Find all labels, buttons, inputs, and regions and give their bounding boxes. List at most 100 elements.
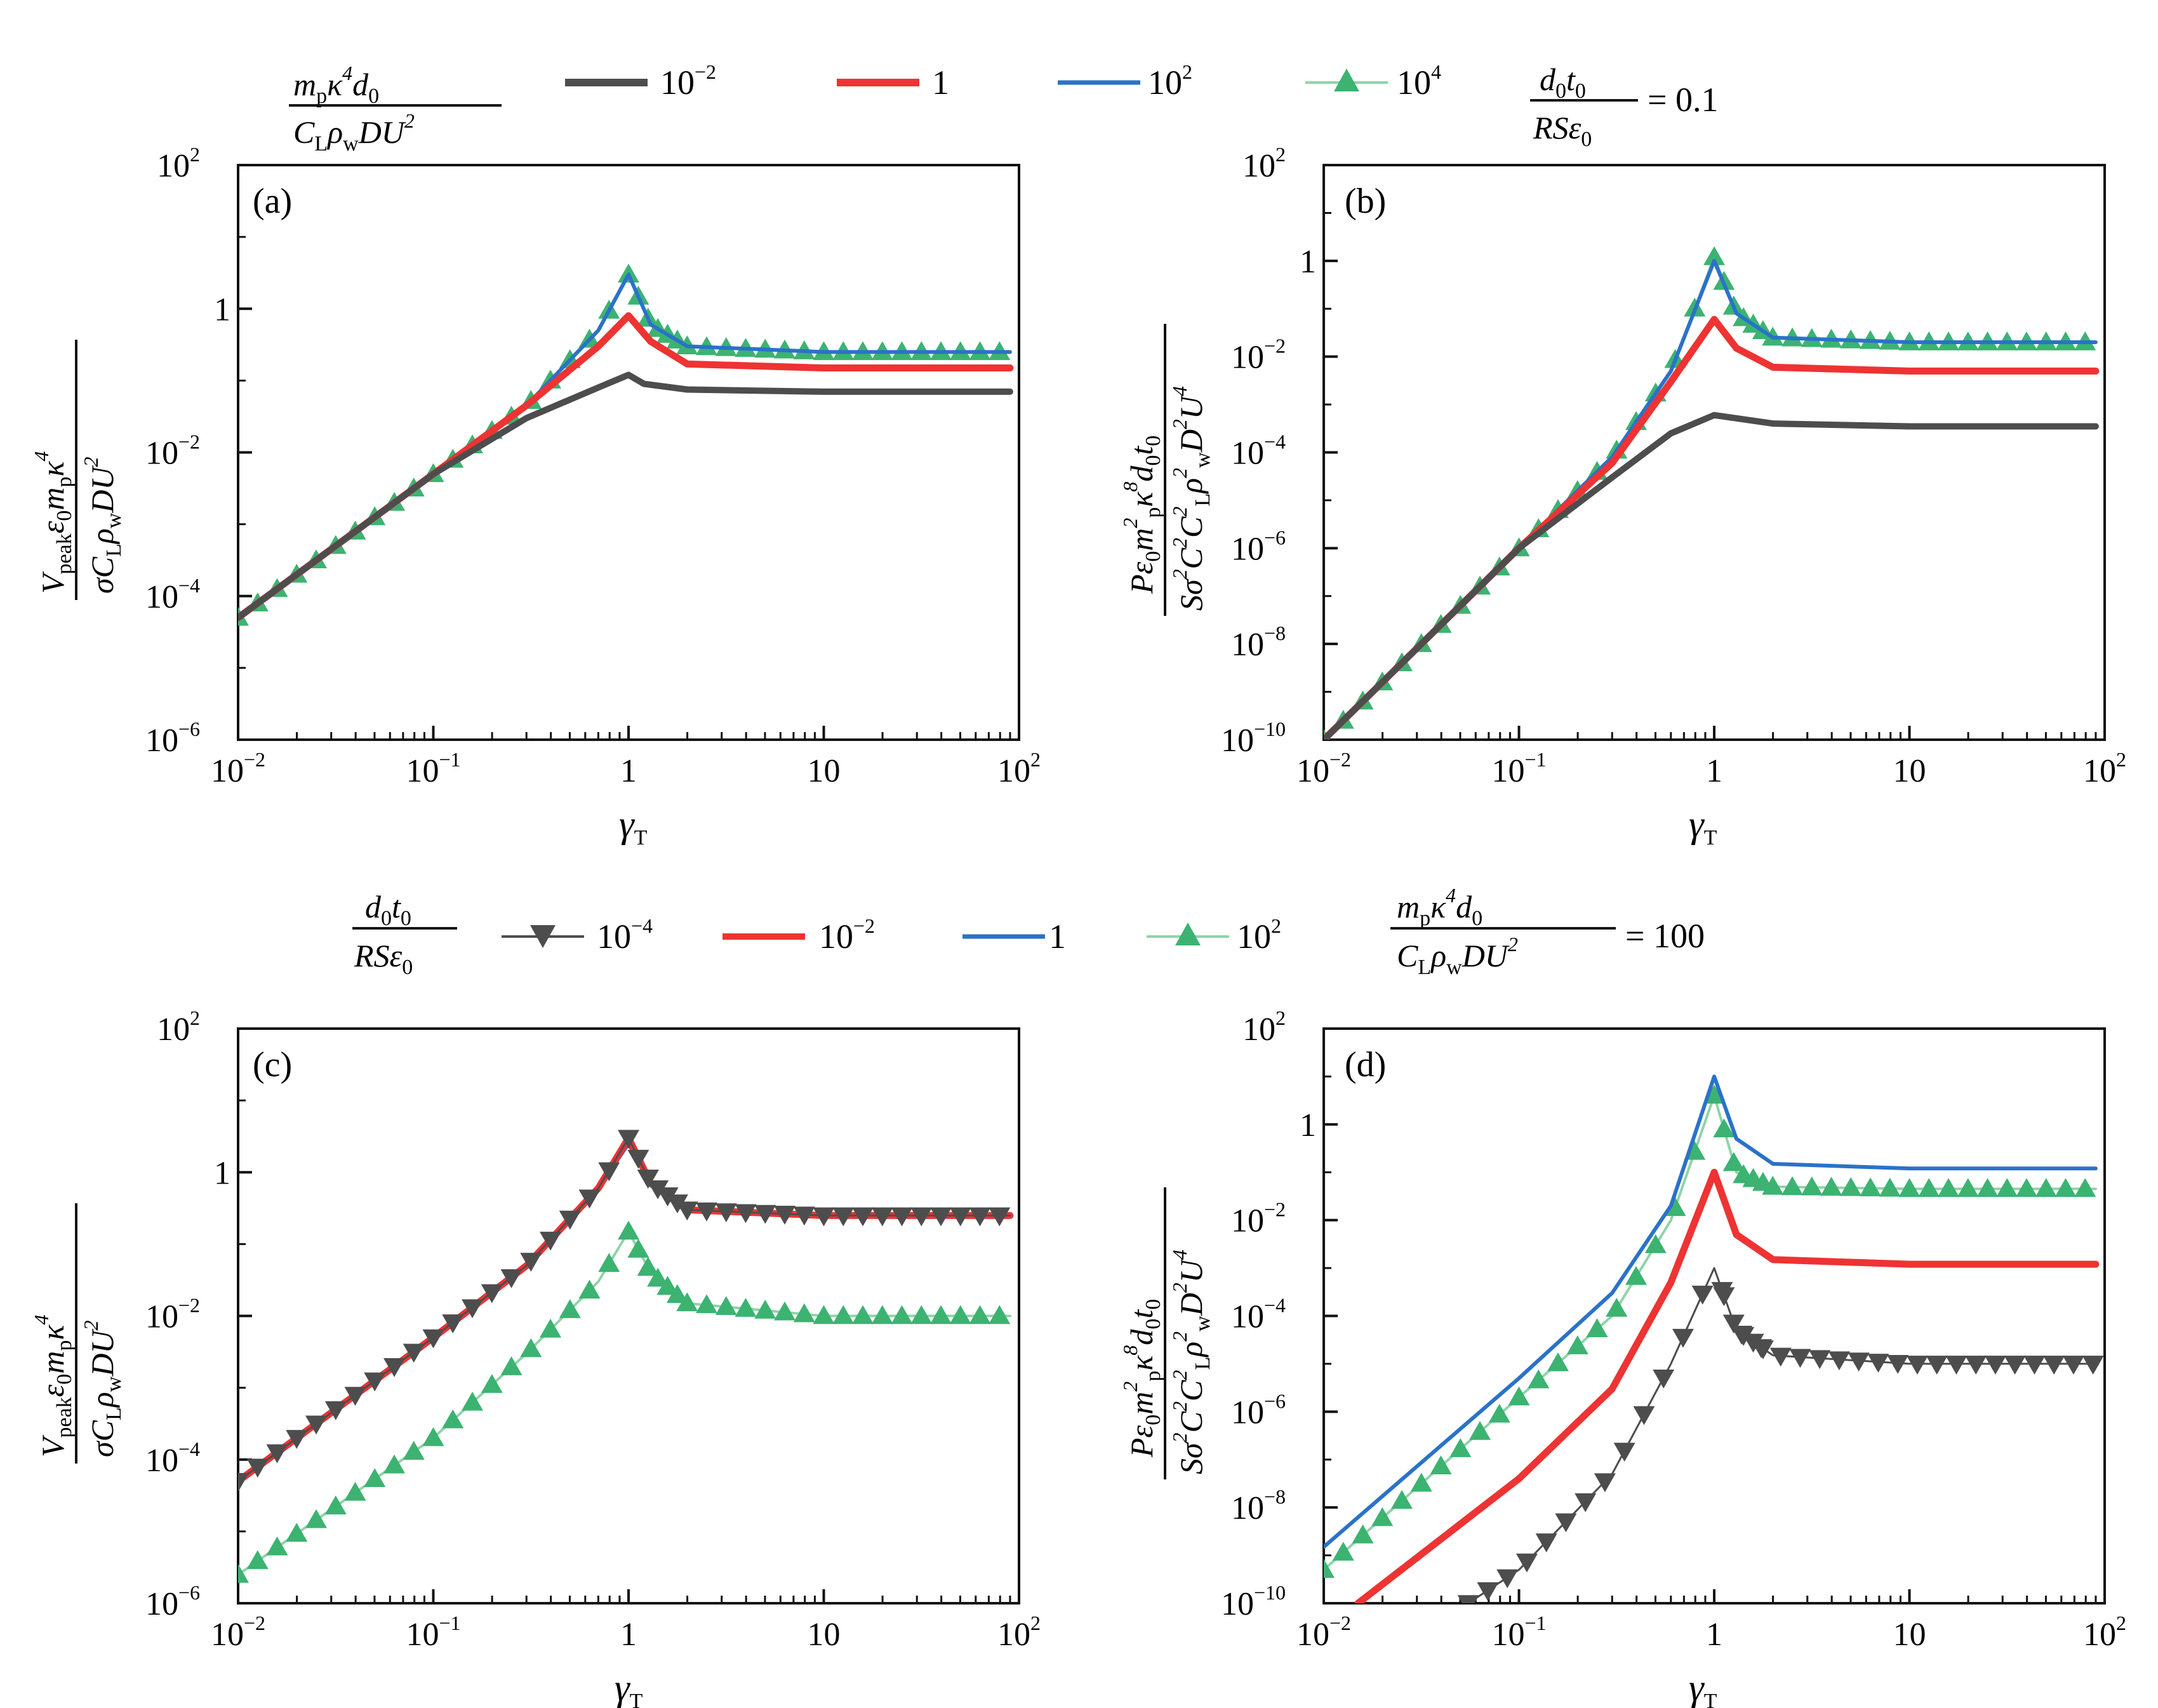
legend-mid-marker-triangle [1175, 923, 1201, 945]
series-marker-10^2 [1644, 1234, 1667, 1253]
series-marker-10^2 [1371, 1507, 1394, 1526]
series-marker-10^2 [754, 1299, 776, 1319]
series-marker-10^2 [1840, 1177, 1862, 1196]
panel-label-a: (a) [253, 182, 292, 221]
series-marker-10^-4 [364, 1372, 386, 1392]
series-marker-10^-4 [871, 1207, 893, 1227]
series-marker-10^-4 [1789, 1349, 1811, 1368]
y-axis-label-d-num: Pε0m2pκ8d0t0 [1119, 1299, 1165, 1458]
y-tick-label: 10−8 [1231, 622, 1286, 663]
y-axis-label-d-den: Sσ2C2C2Lρ2wD2U4 [1168, 1250, 1215, 1474]
x-tick-label: 10−2 [211, 748, 265, 789]
panel-c: 10−2 10−1 1 10 102 102 1 10−2 10−4 10−6 [145, 1006, 1041, 1653]
series-marker-10^-4 [832, 1207, 855, 1227]
series-marker-10^-4 [1733, 1327, 1755, 1346]
y-tick-label: 10−6 [1231, 526, 1286, 567]
series-marker-10^-4 [1672, 1328, 1694, 1348]
legend-top-title-numerator: mpκ4d0 [293, 62, 379, 108]
series-marker-10^-4 [520, 1253, 542, 1272]
series-marker-10^2 [1469, 1420, 1491, 1440]
series-marker-10^2 [286, 1523, 308, 1542]
series-marker-10^-4 [989, 1207, 1011, 1227]
series-marker-10^2 [891, 1305, 913, 1324]
x-tick-label: 10−1 [1491, 1611, 1546, 1653]
series-marker-10^2 [462, 1391, 483, 1411]
series-marker-10^-4 [500, 1269, 523, 1288]
series-marker-10^2 [364, 1468, 386, 1488]
plot-frame [237, 164, 1020, 741]
series-line-1 [238, 1142, 1012, 1483]
legend-mid-label-1: 10−4 [597, 914, 653, 956]
legend-top-fixed-denominator: RSε0 [1533, 110, 1592, 151]
series-marker-10^2 [1879, 1177, 1901, 1197]
legend-top-marker-triangle [1334, 69, 1359, 91]
series-marker-10^2 [422, 1427, 444, 1446]
y-axis-label-c-den: σCLρwDU2 [79, 1320, 126, 1457]
series-marker-10^2 [1391, 1490, 1413, 1509]
series-marker-10^-4 [1633, 1406, 1655, 1425]
series-marker-10^2 [1488, 1403, 1510, 1423]
series-marker-10^-4 [1691, 1285, 1714, 1305]
legend-mid: d0t0 RSε0 10−4 10−2 1 102 mpκ4d0 CLρwDU2… [352, 884, 1705, 979]
series-marker-10^-4 [637, 1170, 659, 1189]
y-tick-label: 10−6 [1231, 1389, 1286, 1431]
series-marker-10^2 [442, 1409, 464, 1429]
series-marker-10^-4 [949, 1207, 971, 1227]
x-axis-label-d: γT [1689, 1667, 1717, 1708]
legend-top-label-2: 1 [932, 63, 949, 102]
legend-top-label-3: 102 [1148, 60, 1192, 102]
series-marker-10^-4 [266, 1444, 288, 1464]
y-tick-label: 10−2 [1231, 335, 1286, 376]
series-marker-10^2 [324, 1495, 347, 1515]
series-marker-10^-4 [1555, 1513, 1577, 1533]
series-marker-10^-4 [578, 1189, 601, 1209]
x-tick-label: 10−1 [406, 748, 460, 789]
series-marker-10^2 [969, 1305, 991, 1324]
series-line-10^4 [238, 273, 1011, 619]
series-line-10^-2 [1354, 1168, 2100, 1603]
series-marker-10^2 [1606, 1298, 1628, 1317]
series-marker-10^2 [1976, 1178, 1999, 1198]
series-line-10^-2 [1324, 411, 2099, 740]
x-tick-label: 10−2 [1296, 748, 1351, 789]
legend-mid-fixed-denominator: CLρwDU2 [1397, 933, 1518, 979]
series-marker-10^-4 [930, 1207, 952, 1227]
x-tick-label: 10 [808, 1617, 841, 1653]
x-tick-label: 10−2 [1296, 1611, 1351, 1653]
series-marker-10^-4 [1535, 1533, 1557, 1552]
series-line-10^-4 [238, 1137, 1011, 1483]
series-marker-10^-4 [305, 1415, 327, 1435]
legend-mid-marker-down-triangle [530, 925, 556, 948]
legend-top-label-1: 10−2 [660, 60, 716, 102]
series-marker-10^-4 [481, 1284, 503, 1304]
y-axis-label-a-den: σCLρwDU2 [79, 457, 126, 594]
series-marker-10^2 [1938, 1178, 1959, 1198]
series-marker-10^2 [1324, 1559, 1335, 1578]
series-marker-10^-4 [1867, 1354, 1889, 1373]
y-tick-label: 102 [157, 143, 200, 184]
series-marker-10^2 [559, 1299, 581, 1318]
series-marker-10^2 [735, 1298, 757, 1317]
y-tick-label: 10−4 [1231, 430, 1286, 472]
y-tick-label: 10−6 [145, 717, 200, 759]
series-marker-10^2 [696, 1294, 717, 1314]
panel-a: 10−2 10−1 1 10 102 102 1 10−2 10−4 10−6 [145, 143, 1041, 789]
series-marker-10^-4 [286, 1430, 308, 1449]
legend-mid-fixed-numerator: mpκ4d0 [1397, 884, 1482, 930]
y-tick-label: 10−4 [1231, 1294, 1286, 1335]
series-marker-10^2 [930, 1305, 952, 1324]
series-marker-10^2 [1508, 1386, 1530, 1406]
series-marker-10^-4 [2082, 1356, 2104, 1375]
series-marker-10^2 [871, 1305, 893, 1324]
series-marker-10^-4 [422, 1329, 444, 1349]
series-marker-10^-4 [627, 1149, 649, 1169]
series-marker-10^2 [1664, 1197, 1686, 1217]
series-marker-10^2 [1957, 1178, 1979, 1198]
series-marker-10^-4 [969, 1207, 991, 1227]
y-axis-label-b: Pε0m2pκ8d0t0 Sσ2C2C2Lρ2wD2U4 [1119, 324, 1215, 616]
y-tick-label: 102 [1242, 143, 1286, 184]
x-tick-label: 1 [620, 753, 637, 789]
series-marker-10^2 [618, 1220, 639, 1240]
x-tick-label: 102 [997, 748, 1041, 789]
series-marker-10^-4 [1722, 1314, 1745, 1334]
